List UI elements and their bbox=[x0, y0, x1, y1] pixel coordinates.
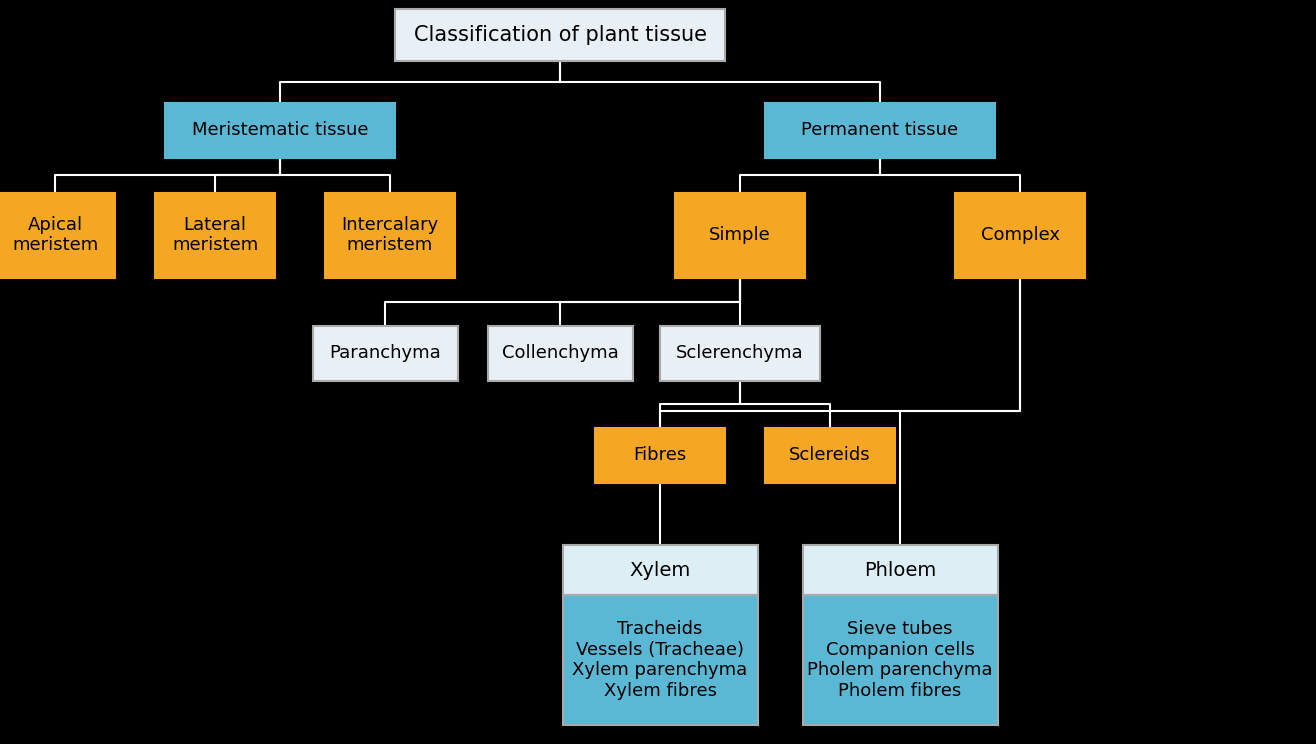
FancyBboxPatch shape bbox=[675, 193, 805, 278]
Text: Xylem: Xylem bbox=[629, 560, 691, 580]
FancyBboxPatch shape bbox=[765, 103, 995, 158]
Text: Paranchyma: Paranchyma bbox=[329, 344, 441, 362]
FancyBboxPatch shape bbox=[661, 326, 820, 380]
FancyBboxPatch shape bbox=[562, 595, 758, 725]
FancyBboxPatch shape bbox=[595, 428, 725, 483]
FancyBboxPatch shape bbox=[155, 193, 275, 278]
Text: Sclerenchyma: Sclerenchyma bbox=[676, 344, 804, 362]
Text: Sclereids: Sclereids bbox=[790, 446, 871, 464]
Text: Tracheids
Vessels (Tracheae)
Xylem parenchyma
Xylem fibres: Tracheids Vessels (Tracheae) Xylem paren… bbox=[572, 620, 747, 700]
Text: Meristematic tissue: Meristematic tissue bbox=[192, 121, 368, 139]
FancyBboxPatch shape bbox=[765, 428, 895, 483]
FancyBboxPatch shape bbox=[562, 545, 758, 595]
Text: Collenchyma: Collenchyma bbox=[501, 344, 619, 362]
Text: Apical
meristem: Apical meristem bbox=[12, 216, 99, 254]
Text: Simple: Simple bbox=[709, 226, 771, 244]
FancyBboxPatch shape bbox=[955, 193, 1084, 278]
FancyBboxPatch shape bbox=[325, 193, 455, 278]
Text: Complex: Complex bbox=[980, 226, 1059, 244]
FancyBboxPatch shape bbox=[312, 326, 458, 380]
FancyBboxPatch shape bbox=[0, 193, 114, 278]
Text: Phloem: Phloem bbox=[863, 560, 936, 580]
FancyBboxPatch shape bbox=[395, 9, 725, 61]
Text: Lateral
meristem: Lateral meristem bbox=[172, 216, 258, 254]
Text: Permanent tissue: Permanent tissue bbox=[801, 121, 958, 139]
Text: Classification of plant tissue: Classification of plant tissue bbox=[413, 25, 707, 45]
Text: Sieve tubes
Companion cells
Pholem parenchyma
Pholem fibres: Sieve tubes Companion cells Pholem paren… bbox=[807, 620, 992, 700]
FancyBboxPatch shape bbox=[487, 326, 633, 380]
FancyBboxPatch shape bbox=[803, 595, 998, 725]
Text: Intercalary
meristem: Intercalary meristem bbox=[341, 216, 438, 254]
FancyBboxPatch shape bbox=[803, 545, 998, 595]
Text: Fibres: Fibres bbox=[633, 446, 687, 464]
FancyBboxPatch shape bbox=[164, 103, 395, 158]
